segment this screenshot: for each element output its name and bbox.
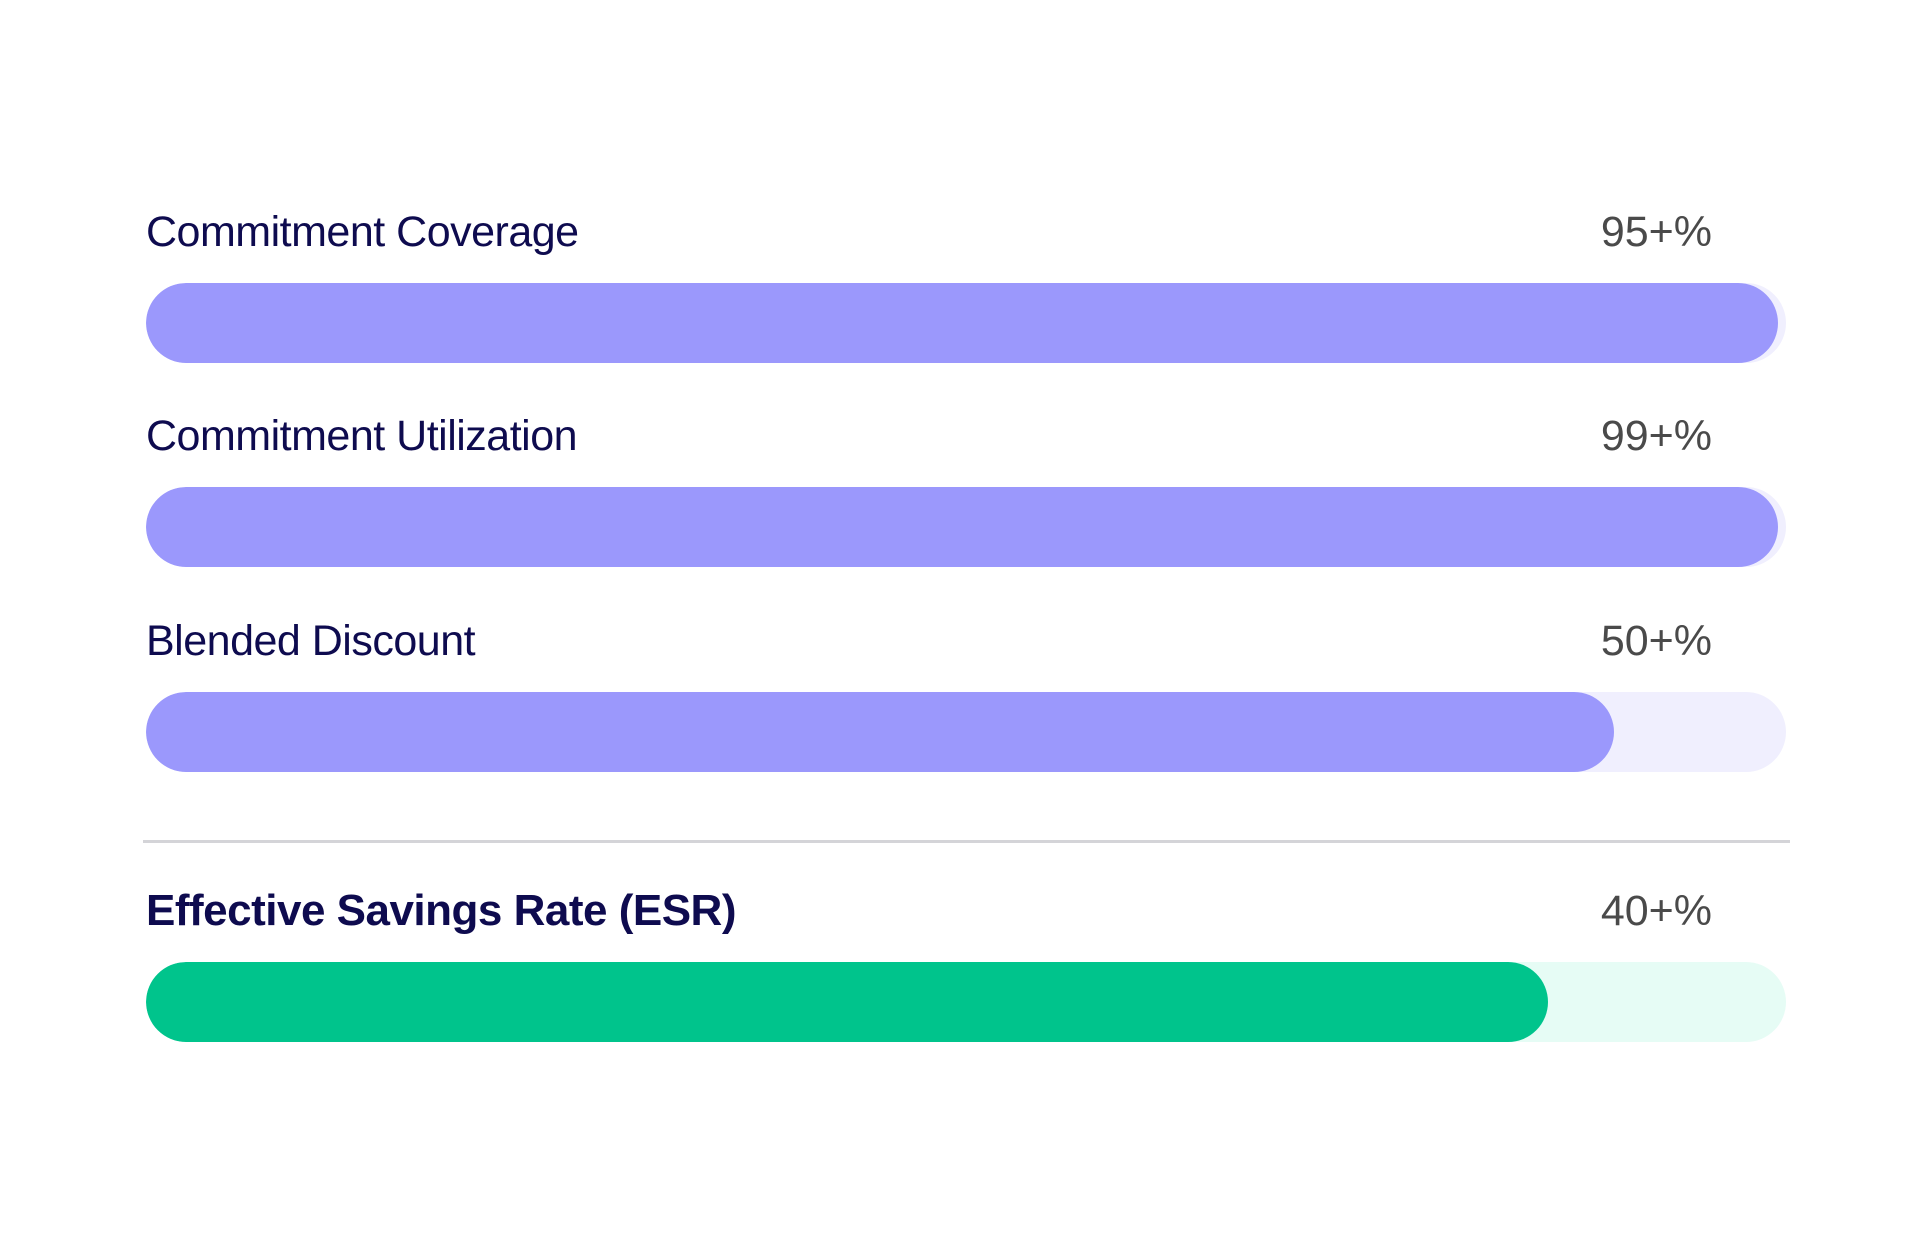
metric-label: Commitment Coverage (146, 208, 579, 256)
bar-fill (146, 283, 1778, 363)
bar-fill (146, 962, 1549, 1042)
metric-label: Blended Discount (146, 617, 476, 665)
metric-label: Commitment Utilization (146, 412, 578, 460)
metric-blended-discount: Blended Discount 50+% (146, 614, 1786, 774)
metric-value-label: 40+% (1600, 887, 1712, 935)
bar-fill (146, 692, 1614, 772)
bar-track (146, 692, 1786, 772)
metric-value-label: 95+% (1600, 208, 1712, 256)
bar-track (146, 487, 1786, 567)
bar-fill (146, 487, 1778, 567)
metric-commitment-utilization: Commitment Utilization 99+% (146, 409, 1786, 569)
bar-track (146, 962, 1786, 1042)
metric-commitment-coverage: Commitment Coverage 95+% (146, 205, 1786, 365)
metric-value-label: 99+% (1600, 412, 1712, 460)
bar-track (146, 283, 1786, 363)
section-divider (143, 840, 1790, 843)
metric-label: Effective Savings Rate (ESR) (146, 886, 736, 935)
metric-value-label: 50+% (1600, 617, 1712, 665)
metric-effective-savings-rate: Effective Savings Rate (ESR) 40+% (146, 884, 1786, 1044)
